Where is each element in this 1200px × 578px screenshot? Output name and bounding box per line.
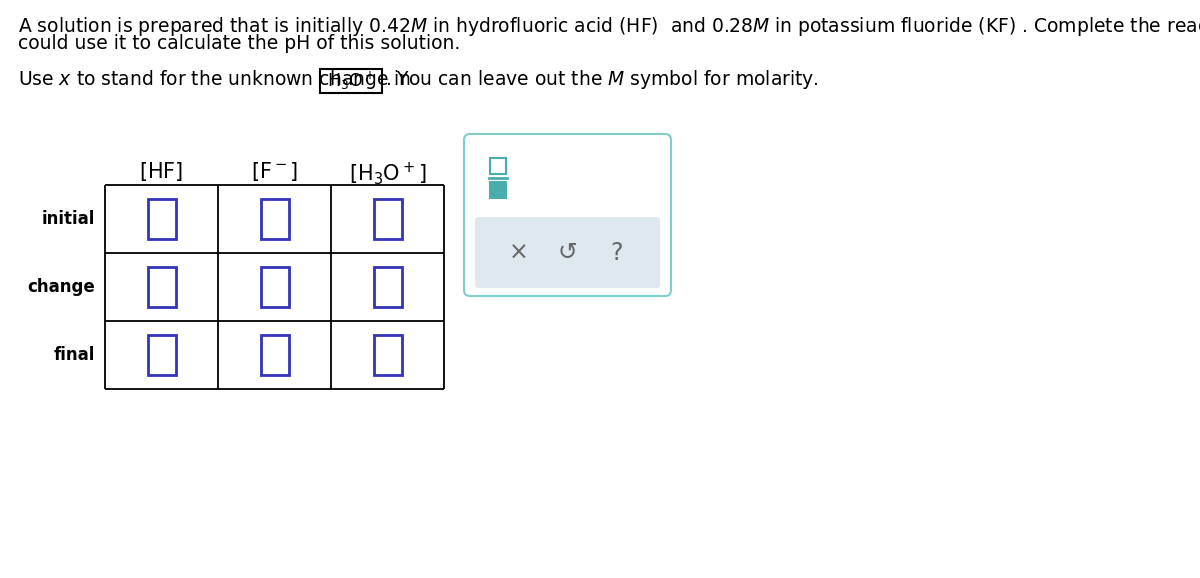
Text: change: change: [28, 278, 95, 296]
Text: final: final: [54, 346, 95, 364]
Bar: [490, 158, 506, 174]
Text: $\left[\mathrm{F}^-\right]$: $\left[\mathrm{F}^-\right]$: [251, 160, 298, 183]
Text: $\left[\mathrm{H_3O}^+\right]$: $\left[\mathrm{H_3O}^+\right]$: [349, 160, 426, 187]
FancyBboxPatch shape: [464, 134, 671, 296]
Text: ?: ?: [610, 240, 623, 265]
Bar: [320, 69, 382, 93]
Text: $\left[\mathrm{HF}\right]$: $\left[\mathrm{HF}\right]$: [139, 160, 184, 183]
Bar: [373, 335, 402, 375]
Bar: [260, 267, 288, 307]
Bar: [373, 199, 402, 239]
Bar: [148, 335, 175, 375]
Bar: [260, 335, 288, 375]
Text: Use $x$ to stand for the unknown change in: Use $x$ to stand for the unknown change …: [18, 68, 413, 91]
FancyBboxPatch shape: [475, 217, 660, 288]
Text: ×: ×: [509, 240, 529, 265]
Bar: [148, 199, 175, 239]
Text: $\mathrm{H_3O^+}$: $\mathrm{H_3O^+}$: [326, 70, 376, 92]
Bar: [260, 199, 288, 239]
Text: . You can leave out the $\mathit{M}$ symbol for molarity.: . You can leave out the $\mathit{M}$ sym…: [385, 68, 818, 91]
Text: ↺: ↺: [558, 240, 577, 265]
Bar: [373, 267, 402, 307]
Text: initial: initial: [42, 210, 95, 228]
Text: A solution is prepared that is initially 0.42$\mathit{M}$ in hydrofluoric acid $: A solution is prepared that is initially…: [18, 15, 1200, 38]
Bar: [490, 182, 506, 198]
Bar: [148, 267, 175, 307]
Text: could use it to calculate the pH of this solution.: could use it to calculate the pH of this…: [18, 34, 461, 53]
